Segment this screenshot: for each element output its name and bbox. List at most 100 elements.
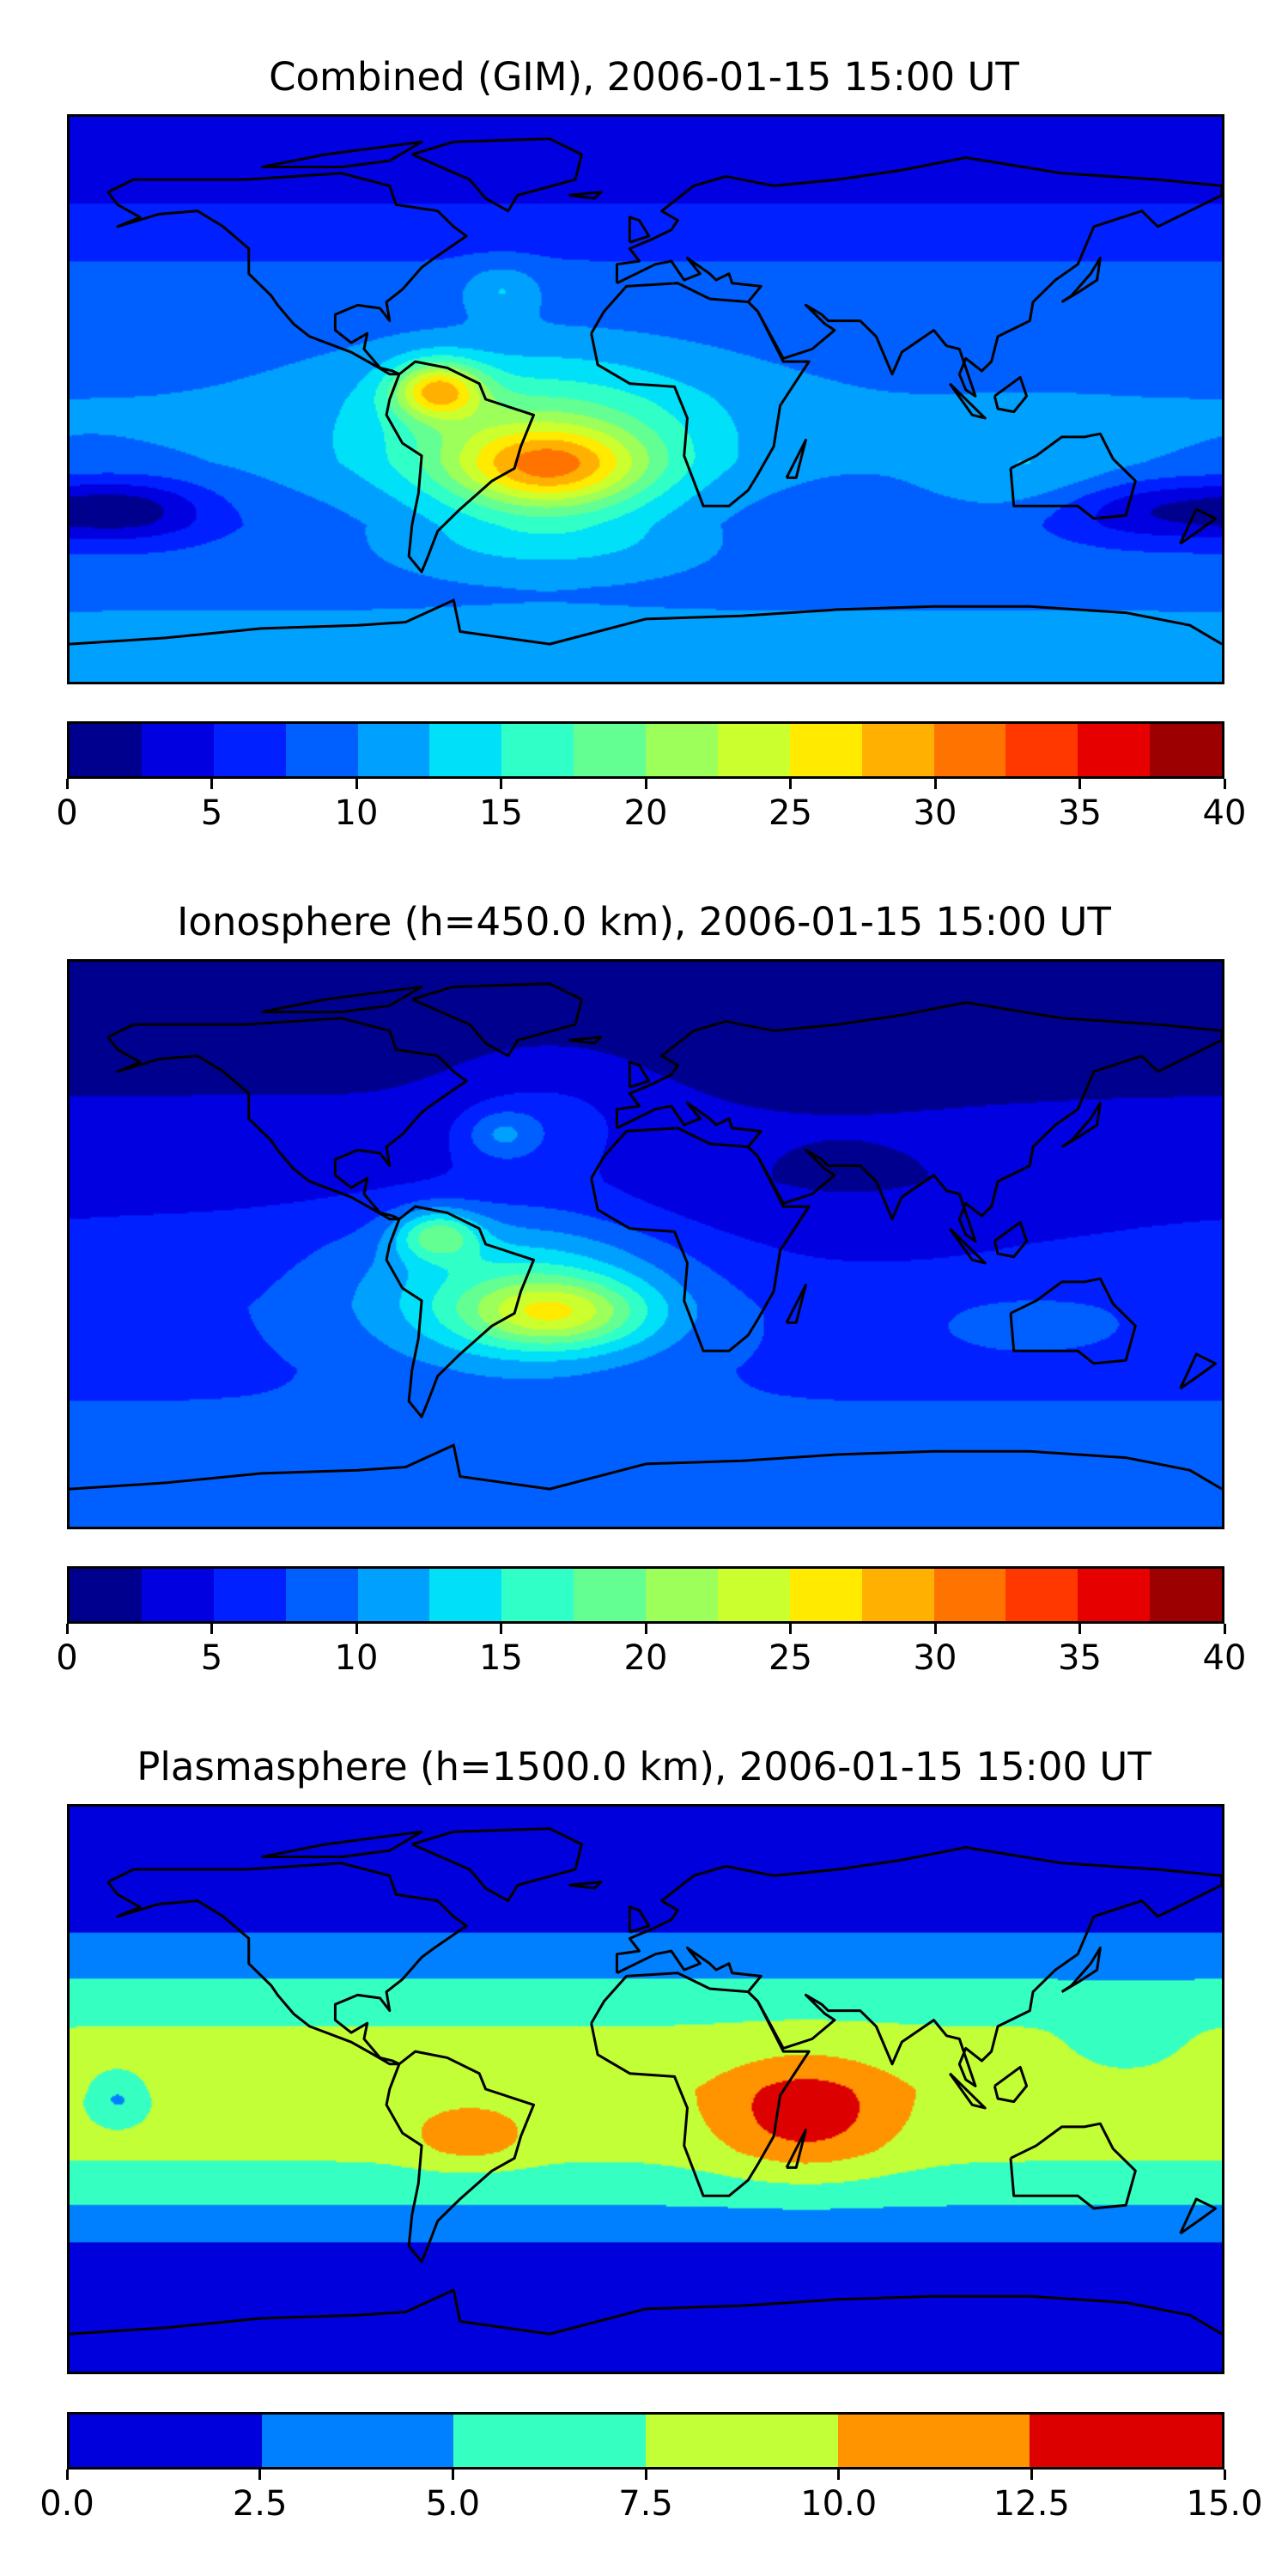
colorbar-segment — [141, 724, 214, 776]
coastline — [262, 1832, 422, 1856]
coastline — [617, 158, 1222, 397]
panel-title-combined: Combined (GIM), 2006-01-15 15:00 UT — [269, 54, 1019, 100]
colorbar-tick — [65, 2470, 69, 2480]
colorbar-segment — [1005, 1569, 1078, 1621]
coastline — [412, 984, 582, 1056]
colorbar-segment — [574, 724, 646, 776]
colorbar-tick — [210, 1624, 213, 1634]
coastline — [1181, 1354, 1216, 1388]
coastline — [787, 2130, 805, 2168]
colorbar-segment — [789, 1569, 862, 1621]
colorbar-segment — [70, 724, 142, 776]
colorbar-segment — [717, 1569, 790, 1621]
colorbar-segment — [429, 1569, 502, 1621]
colorbar-tick — [789, 779, 792, 789]
coastline — [262, 987, 422, 1012]
colorbar-segment — [789, 724, 862, 776]
colorbar-tick-label: 0.0 — [39, 2484, 94, 2524]
colorbar-tick-label: 35 — [1058, 793, 1102, 833]
coastline — [950, 1229, 985, 1263]
colorbar-tick-label: 15 — [479, 1638, 523, 1678]
coastline — [108, 173, 467, 374]
colorbar-tick-label: 0 — [56, 793, 78, 833]
colorbar-tick — [933, 779, 937, 789]
coastline — [629, 1907, 648, 1932]
colorbar-tick — [644, 2470, 647, 2480]
coastline — [70, 1445, 1222, 1489]
coastline — [262, 142, 422, 167]
colorbar-tick-label: 30 — [913, 793, 957, 833]
coastline — [1062, 258, 1101, 302]
colorbar-tick-label: 30 — [913, 1638, 957, 1678]
colorbar-tick — [1078, 1624, 1081, 1634]
colorbar-segment — [646, 2415, 838, 2467]
colorbar-segment — [429, 724, 502, 776]
colorbar-tick-label: 2.5 — [232, 2484, 288, 2524]
colorbar-segment — [646, 724, 718, 776]
colorbar-segment — [861, 724, 934, 776]
colorbar-segment — [1150, 724, 1222, 776]
colorbar-tick-label: 20 — [623, 793, 668, 833]
coastline — [70, 2290, 1222, 2334]
map-ionosphere — [67, 959, 1224, 1529]
coastline — [592, 1128, 809, 1352]
colorbar-segment — [1030, 2415, 1223, 2467]
colorbar-segment — [646, 1569, 718, 1621]
coastlines — [70, 117, 1222, 682]
colorbar-segment — [574, 1569, 646, 1621]
colorbar-tick-label: 10 — [334, 1638, 379, 1678]
colorbar-tick-label: 20 — [623, 1638, 668, 1678]
map-plasmasphere — [67, 1804, 1224, 2374]
colorbar-segment — [1078, 1569, 1151, 1621]
coastline — [386, 361, 533, 572]
colorbar-segment — [1150, 1569, 1222, 1621]
colorbar-tick-label: 10.0 — [800, 2484, 878, 2524]
colorbar-tick-label: 15.0 — [1186, 2484, 1263, 2524]
coastline — [629, 217, 648, 242]
colorbar-tick — [451, 2470, 454, 2480]
colorbar-tick-label: 15 — [479, 793, 523, 833]
colorbar-tick — [258, 2470, 262, 2480]
coastline — [386, 1206, 533, 1417]
colorbar-segment — [717, 724, 790, 776]
colorbar-tick — [1223, 1624, 1226, 1634]
coastline — [412, 1829, 582, 1901]
coastline — [1011, 1279, 1135, 1364]
colorbar-segment — [501, 724, 574, 776]
colorbar-segment — [357, 1569, 430, 1621]
coastline — [70, 600, 1222, 644]
coastline — [950, 2074, 985, 2108]
coastlines — [70, 962, 1222, 1527]
colorbar-segment — [837, 2415, 1030, 2467]
colorbar-tick-label: 0 — [56, 1638, 78, 1678]
coastline — [787, 440, 805, 478]
colorbar-tick — [1223, 779, 1226, 789]
coastline — [1011, 2123, 1135, 2208]
colorbar-segment — [861, 1569, 934, 1621]
colorbar-segment — [285, 724, 358, 776]
coastline — [1062, 1948, 1101, 1992]
colorbar-ticks-plasmasphere: 0.0 2.5 5.0 7.5 10.0 12.5 15.0 — [39, 2470, 1263, 2524]
coastline — [569, 1037, 601, 1043]
coastline — [108, 1018, 467, 1219]
coastline — [1181, 2199, 1216, 2233]
colorbar-tick-label: 25 — [769, 793, 812, 833]
coastline — [994, 2067, 1026, 2101]
coastline — [386, 2051, 533, 2262]
colorbar-ticks-combined: 0 5 10 15 20 25 30 35 40 — [56, 779, 1246, 833]
colorbar-ticks-ionosphere: 0 5 10 15 20 25 30 35 40 — [56, 1624, 1246, 1678]
coastline — [569, 1882, 601, 1888]
colorbar-tick — [65, 1624, 69, 1634]
colorbar-tick-label: 5 — [200, 793, 223, 833]
coastline — [1011, 434, 1135, 519]
colorbar-tick — [1078, 779, 1081, 789]
colorbar-tick — [210, 779, 213, 789]
colorbar-tick — [500, 779, 502, 789]
contour-field — [70, 117, 1222, 682]
colorbar-segment — [213, 1569, 286, 1621]
coastline — [412, 139, 582, 211]
coastline — [950, 384, 985, 418]
colorbar-segment — [933, 724, 1006, 776]
colorbar-tick — [65, 779, 69, 789]
colorbar-ionosphere — [67, 1566, 1224, 1624]
